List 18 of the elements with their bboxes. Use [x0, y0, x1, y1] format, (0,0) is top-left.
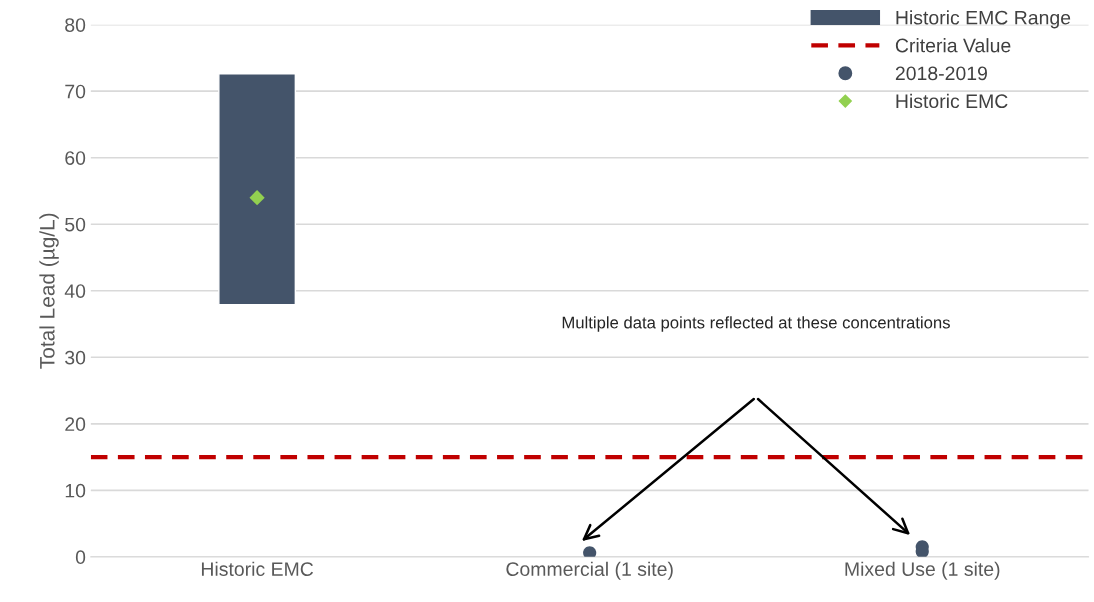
x-tick-label: Commercial (1 site) [506, 561, 673, 580]
y-tick-label: 80 [65, 18, 86, 32]
y-tick-label: 70 [65, 84, 86, 99]
y-axis-title: Total Lead (µg/L) [39, 213, 59, 369]
legend-label: 2018-2019 [895, 66, 987, 81]
x-tick-label: Mixed Use (1 site) [845, 561, 1000, 580]
x-tick-label: Historic EMC [201, 561, 314, 576]
y-tick-label: 30 [65, 350, 86, 365]
legend-label: Historic EMC [896, 93, 1008, 109]
annotation: Multiple data points reflected at these concentrations [562, 316, 950, 332]
y-tick-label: 0 [75, 550, 86, 565]
legend-label: Criteria Value [895, 38, 1011, 53]
y-tick-label: 10 [65, 483, 86, 498]
y-tick-label: 20 [65, 417, 86, 432]
y-tick-label: 50 [65, 217, 86, 232]
y-tick-label: 60 [65, 151, 86, 165]
legend-label: Historic EMC Range [896, 10, 1071, 29]
y-tick-label: 40 [64, 284, 86, 298]
